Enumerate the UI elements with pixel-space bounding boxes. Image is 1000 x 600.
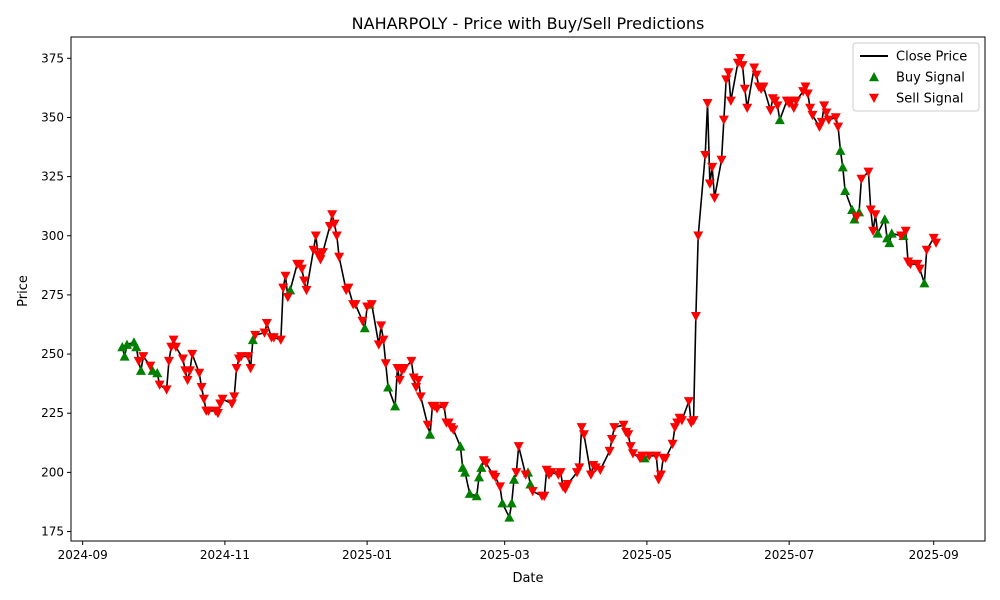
legend-label: Sell Signal: [896, 92, 964, 107]
y-axis-label: Price: [16, 275, 31, 307]
x-tick-label: 2025-05: [622, 548, 672, 562]
x-tick-label: 2025-03: [480, 548, 530, 562]
plot-background: [71, 37, 985, 541]
legend: Close Price Buy Signal Sell Signal: [853, 43, 979, 111]
plot-area: [71, 37, 985, 541]
y-tick-label: 175: [41, 525, 64, 539]
y-tick-label: 275: [41, 288, 64, 302]
y-tick-label: 225: [41, 406, 64, 420]
x-tick-label: 2024-09: [58, 548, 108, 562]
y-tick-label: 350: [41, 110, 64, 124]
y-tick-label: 200: [41, 465, 64, 479]
x-axis-label: Date: [512, 571, 543, 586]
legend-label: Close Price: [896, 50, 967, 65]
legend-label: Buy Signal: [896, 71, 965, 86]
y-tick-label: 250: [41, 347, 64, 361]
x-tick-label: 2025-01: [342, 548, 392, 562]
y-tick-label: 375: [41, 51, 64, 65]
y-tick-label: 325: [41, 170, 64, 184]
y-tick-label: 300: [41, 229, 64, 243]
x-tick-label: 2025-09: [909, 548, 959, 562]
x-tick-label: 2025-07: [764, 548, 814, 562]
x-tick-label: 2024-11: [200, 548, 250, 562]
chart-title: NAHARPOLY - Price with Buy/Sell Predicti…: [352, 14, 705, 33]
